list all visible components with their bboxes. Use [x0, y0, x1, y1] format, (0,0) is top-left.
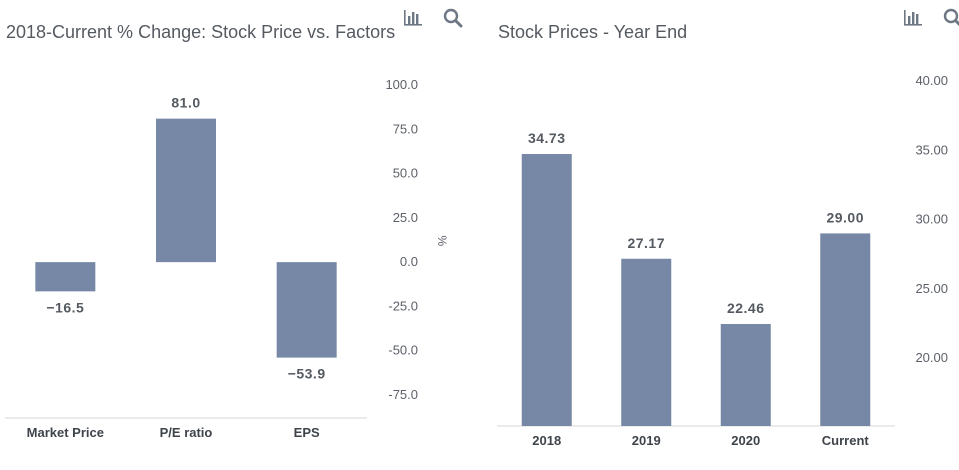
bar [156, 118, 216, 263]
y-tick-label: 0.0 [400, 254, 418, 269]
bar [521, 154, 572, 426]
chart-title: 2018-Current % Change: Stock Price vs. F… [6, 22, 396, 42]
chart-toolbar [402, 8, 464, 28]
y-axis-label: % [435, 236, 449, 247]
category-label: Market Price [27, 425, 104, 440]
chart-panel-percent-change: 2018-Current % Change: Stock Price vs. F… [0, 0, 470, 470]
data-label: −53.9 [288, 366, 326, 382]
y-tick-label: 35.00 [915, 142, 948, 157]
bar [276, 262, 337, 358]
y-tick-label: 25.00 [915, 281, 948, 296]
category-label: 2019 [632, 433, 661, 448]
chart-toolbar [902, 8, 959, 28]
chart-title: Stock Prices - Year End [498, 22, 688, 42]
data-label: −16.5 [46, 299, 84, 315]
y-tick-label: 25.0 [393, 210, 418, 225]
bar-chart-icon[interactable] [402, 8, 424, 28]
category-label: P/E ratio [160, 425, 213, 440]
bar [720, 324, 771, 426]
y-tick-label: 40.00 [915, 73, 948, 88]
percent-change-bar-chart: 100.0 75.0 50.0 25.0 0.0 -25.0 -50.0 -75.0% −16.… [5, 77, 449, 440]
y-tick-label: 50.0 [393, 166, 418, 181]
y-tick-label: 30.00 [915, 212, 948, 227]
y-tick-label: -50.0 [388, 343, 418, 358]
search-icon[interactable] [942, 8, 959, 28]
data-label: 29.00 [826, 209, 864, 225]
category-label: Current [822, 433, 870, 448]
y-tick-label: -75.0 [388, 387, 418, 402]
search-icon[interactable] [442, 8, 464, 28]
y-tick-label: 20.00 [915, 350, 948, 365]
stock-prices-bar-chart: 40.00 35.00 30.00 25.00 20.00 34.73 2018 27.17 2… [497, 73, 948, 448]
data-label: 81.0 [171, 95, 200, 111]
data-label: 27.17 [627, 235, 665, 251]
y-tick-label: -25.0 [388, 298, 418, 313]
chart-panel-stock-prices: Stock Prices - Year End 40.00 35.00 30.00 2… [478, 0, 959, 470]
bar-chart-icon[interactable] [902, 8, 924, 28]
y-tick-label: 100.0 [385, 77, 418, 92]
category-label: EPS [294, 425, 320, 440]
bar [820, 233, 871, 426]
data-label: 22.46 [727, 300, 765, 316]
data-label: 34.73 [528, 130, 566, 146]
category-label: 2020 [731, 433, 760, 448]
bar [35, 262, 96, 292]
category-label: 2018 [532, 433, 561, 448]
y-tick-label: 75.0 [393, 121, 418, 136]
bar [621, 258, 672, 426]
